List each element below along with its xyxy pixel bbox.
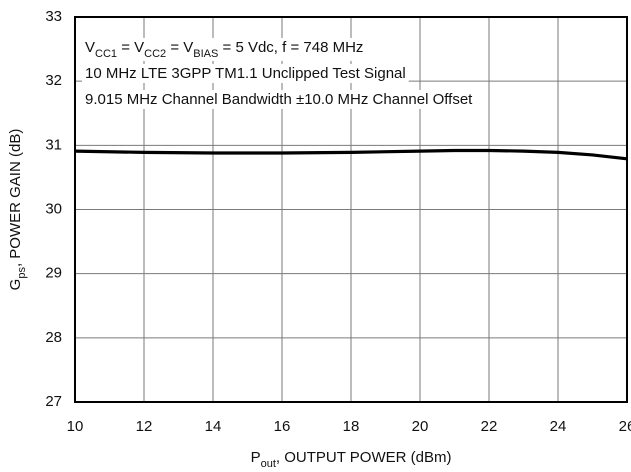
text-part: , POWER GAIN (dB): [7, 129, 24, 267]
annotation-line: 10 MHz LTE 3GPP TM1.1 Unclipped Test Sig…: [85, 65, 406, 82]
y-axis-label: Gps, POWER GAIN (dB): [7, 129, 28, 291]
x-tick-label: 16: [274, 418, 291, 435]
text-part: , OUTPUT POWER (dBm): [276, 449, 452, 466]
text-part: V: [85, 39, 95, 56]
y-tick-label: 27: [45, 393, 62, 410]
text-part: 10 MHz LTE 3GPP TM1.1 Unclipped Test Sig…: [85, 65, 406, 82]
subscript: ps: [16, 267, 28, 279]
text-part: = V: [117, 39, 144, 56]
y-tick-label: 28: [45, 329, 62, 346]
grid: [74, 16, 628, 403]
subscript: CC1: [95, 48, 117, 60]
x-axis-label: Pout, OUTPUT POWER (dBm): [251, 449, 452, 470]
annotation-background: [82, 37, 367, 61]
text-part: = 5 Vdc, f = 748 MHz: [218, 39, 363, 56]
x-tick-label: 14: [205, 418, 222, 435]
y-tick-label: 33: [45, 8, 62, 25]
annotation-line: 9.015 MHz Channel Bandwidth ±10.0 MHz Ch…: [85, 91, 473, 108]
subscript: CC2: [144, 48, 166, 60]
data-line: [74, 148, 628, 161]
text-part: 9.015 MHz Channel Bandwidth ±10.0 MHz Ch…: [85, 91, 473, 108]
x-tick-label: 22: [481, 418, 498, 435]
annotation: VCC1 = VCC2 = VBIAS = 5 Vdc, f = 748 MHz…: [82, 37, 477, 109]
text-part: P: [251, 449, 261, 466]
x-tick-label: 26: [619, 418, 631, 435]
x-tick-label: 24: [550, 418, 567, 435]
annotation-background: [82, 89, 477, 109]
x-tick-label: 18: [343, 418, 360, 435]
plot-frame: [74, 16, 628, 403]
y-tick-label: 29: [45, 265, 62, 282]
text-part: = V: [166, 39, 193, 56]
text-part: G: [7, 279, 24, 291]
x-tick-label: 20: [412, 418, 429, 435]
annotation-background: [82, 63, 409, 83]
y-tick-label: 31: [45, 136, 62, 153]
x-tick-label: 12: [136, 418, 153, 435]
y-tick-label: 32: [45, 72, 62, 89]
subscript: BIAS: [193, 48, 218, 60]
subscript: out: [261, 458, 276, 470]
y-tick-label: 30: [45, 200, 62, 217]
x-tick-label: 10: [67, 418, 84, 435]
annotation-line: VCC1 = VCC2 = VBIAS = 5 Vdc, f = 748 MHz: [85, 39, 363, 60]
